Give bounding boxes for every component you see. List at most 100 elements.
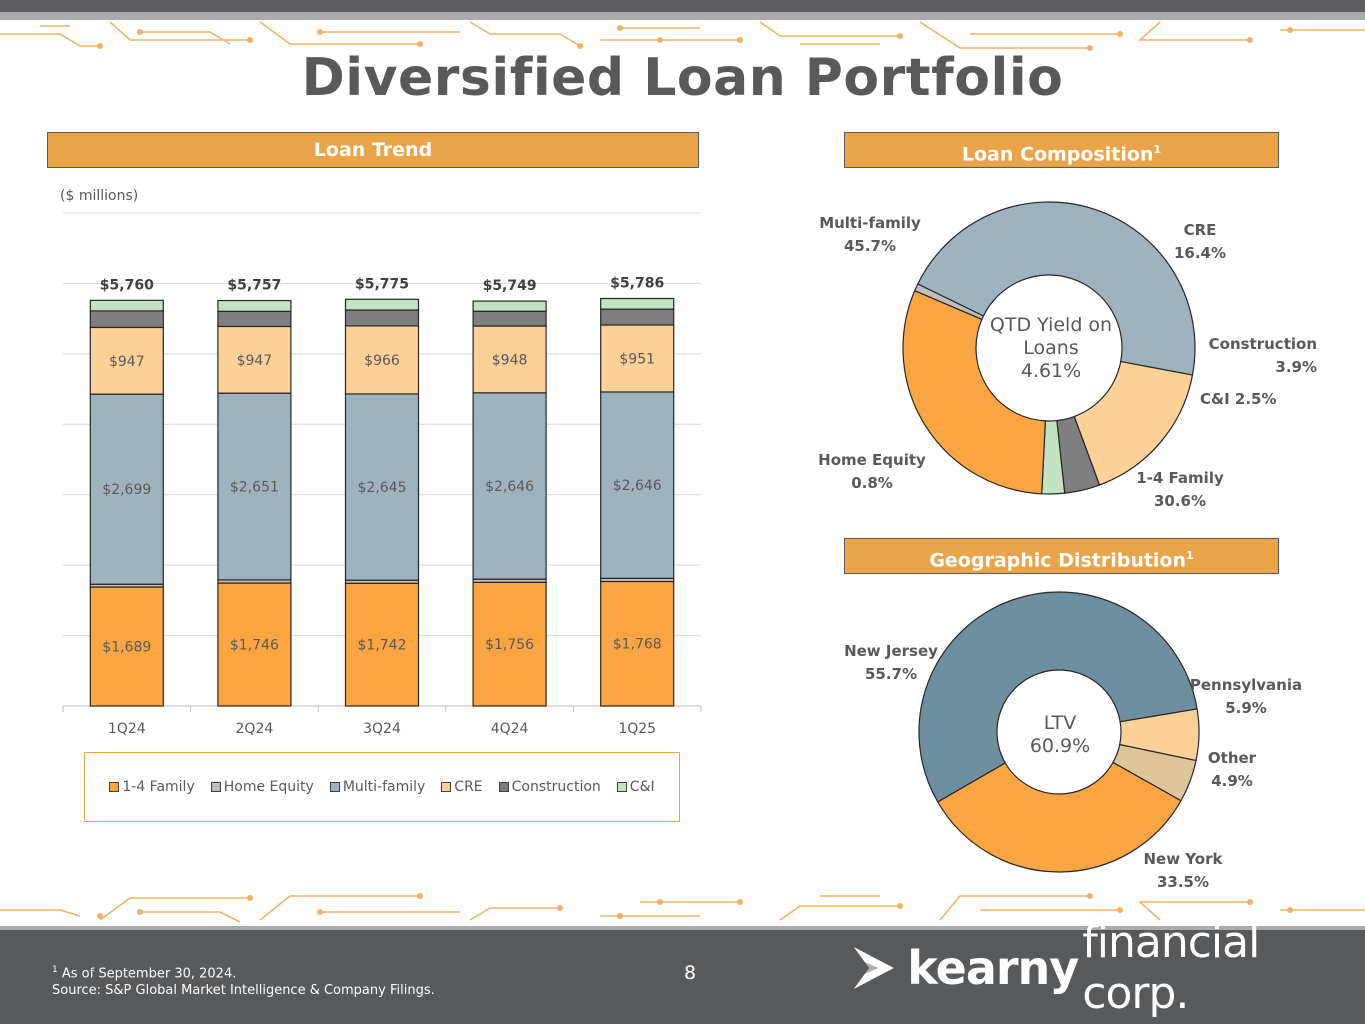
- bar-segment: [89, 299, 164, 312]
- loan-composition-chart: Multi-family 45.7% CRE 16.4% Construction 3.9…: [818, 201, 1317, 510]
- bar-segment: [217, 299, 292, 312]
- logo-arrow-icon: [851, 947, 894, 989]
- total-label: $5,757: [227, 278, 281, 294]
- top-bar: [0, 0, 1365, 12]
- loan-composition-banner: Loan Composition1: [844, 132, 1279, 168]
- pie-slice: [913, 283, 985, 321]
- bar-segment: [472, 300, 547, 312]
- center-label-line-1: QTD Yield on: [989, 314, 1113, 336]
- legend-swatch: [109, 782, 120, 792]
- legend-swatch: [616, 782, 627, 792]
- loan-trend-banner-label: Loan Trend: [313, 139, 433, 161]
- bar-segment: [472, 325, 547, 394]
- page-title: Diversified Loan Portfolio: [301, 48, 1064, 108]
- geographic-distribution-chart: New Jersey 55.7% Pennsylvania 5.9% Other 4.9%…: [844, 591, 1302, 891]
- bar-segment: [472, 581, 547, 707]
- circuit-decoration-top: [0, 21, 1365, 51]
- slice-label: 4.9%: [1211, 772, 1253, 790]
- data-label: $1,756: [485, 637, 534, 653]
- bar-segment: [344, 393, 420, 581]
- center-label-line-1: LTV: [1043, 712, 1077, 734]
- company-logo: kearny financial corp.: [850, 917, 1365, 1019]
- footer: [0, 930, 1365, 1024]
- bar-segment: [217, 325, 292, 394]
- legend-label: Construction: [511, 779, 601, 795]
- footnote-superscript: 1: [1153, 143, 1162, 156]
- footnote-text: As of September 30, 2024.: [61, 966, 237, 982]
- pie-slice: [936, 761, 1182, 873]
- bar-segment: [472, 310, 547, 327]
- loan-trend-chart: $1,689 $2,699 $947 $5,760 1Q24 $1,746 $2,651 $9…: [62, 212, 702, 737]
- legend-item: Home Equity: [210, 779, 314, 795]
- center-label-line-3: 4.61%: [1020, 360, 1082, 382]
- footnote: 1 As of September 30, 2024. Source: S&P …: [52, 962, 435, 999]
- footer-accent: [0, 926, 1365, 930]
- legend-label: Multi-family: [342, 779, 426, 795]
- bar-segment: [89, 310, 164, 329]
- bar-segment: [344, 582, 420, 707]
- total-label: $5,749: [483, 278, 537, 294]
- center-label-line-2: Loans: [1023, 337, 1079, 359]
- slice-label: New Jersey: [844, 642, 938, 660]
- data-label: $2,699: [102, 482, 151, 498]
- legend-item: Construction: [498, 779, 601, 795]
- data-label: $2,646: [485, 479, 534, 495]
- pie-slice: [916, 201, 1196, 376]
- legend-swatch: [210, 782, 221, 792]
- data-label: $1,746: [230, 638, 279, 654]
- slice-label: Home Equity: [818, 451, 926, 469]
- legend-label: 1-4 Family: [122, 779, 195, 795]
- bar-segment: [600, 308, 675, 326]
- bar-segment: [89, 393, 164, 585]
- bar-segment: [600, 391, 675, 579]
- footnote-superscript: 1: [1186, 549, 1194, 562]
- legend-label: C&I: [629, 779, 655, 795]
- legend-swatch: [441, 782, 452, 792]
- logo-wordmark-light: financial corp.: [1082, 917, 1260, 1019]
- legend-item: CRE: [441, 779, 483, 795]
- composition-center-label: QTD Yield on Loans 4.61%: [981, 314, 1121, 383]
- units-label: ($ millions): [60, 188, 139, 204]
- bar-segment: [344, 325, 420, 395]
- slice-label: 55.7%: [865, 665, 917, 683]
- slice-label: CRE: [1184, 221, 1217, 239]
- bar-segment: [600, 297, 675, 310]
- data-label: $947: [237, 353, 273, 369]
- legend-label: Home Equity: [223, 779, 314, 795]
- loan-composition-banner-label: Loan Composition: [961, 143, 1154, 166]
- legend-label: CRE: [454, 779, 483, 795]
- data-label: $2,645: [358, 480, 407, 496]
- data-label: $1,689: [102, 640, 151, 656]
- data-label: $948: [492, 352, 528, 368]
- bar-segment: [344, 298, 420, 311]
- legend-item: Multi-family: [329, 779, 426, 795]
- data-label: $1,768: [613, 637, 662, 653]
- slice-label: C&I 2.5%: [1200, 390, 1277, 408]
- data-label: $2,651: [230, 480, 279, 496]
- legend-item: C&I: [616, 779, 655, 795]
- geographic-distribution-banner: Geographic Distribution1: [844, 538, 1279, 574]
- data-label: $2,646: [613, 478, 662, 494]
- source-text: Source: S&P Global Market Intelligence &…: [52, 983, 435, 999]
- bar-segment: [472, 392, 547, 580]
- data-label: $966: [364, 353, 400, 369]
- bar-segment: [217, 310, 292, 328]
- pie-slice: [918, 591, 1198, 803]
- slice-label: 1-4 Family: [1136, 469, 1224, 487]
- slice-label: Other: [1208, 749, 1257, 767]
- slice-label: New York: [1144, 850, 1224, 868]
- data-label: $947: [109, 354, 145, 370]
- bar-segment: [89, 586, 164, 707]
- bar-segment: [344, 309, 420, 327]
- legend-item: 1-4 Family: [109, 779, 195, 795]
- geography-center-label: LTV 60.9%: [1010, 712, 1110, 758]
- x-tick-label: 3Q24: [363, 721, 401, 737]
- bar-segment: [89, 326, 164, 395]
- pie-slice: [902, 289, 1047, 495]
- slice-label: 3.9%: [1275, 358, 1317, 376]
- data-label: $1,742: [358, 638, 407, 654]
- slice-label: Construction: [1209, 335, 1317, 353]
- footnote-mark: 1: [52, 965, 58, 975]
- slice-label: 33.5%: [1157, 873, 1209, 891]
- page-number: 8: [684, 962, 697, 984]
